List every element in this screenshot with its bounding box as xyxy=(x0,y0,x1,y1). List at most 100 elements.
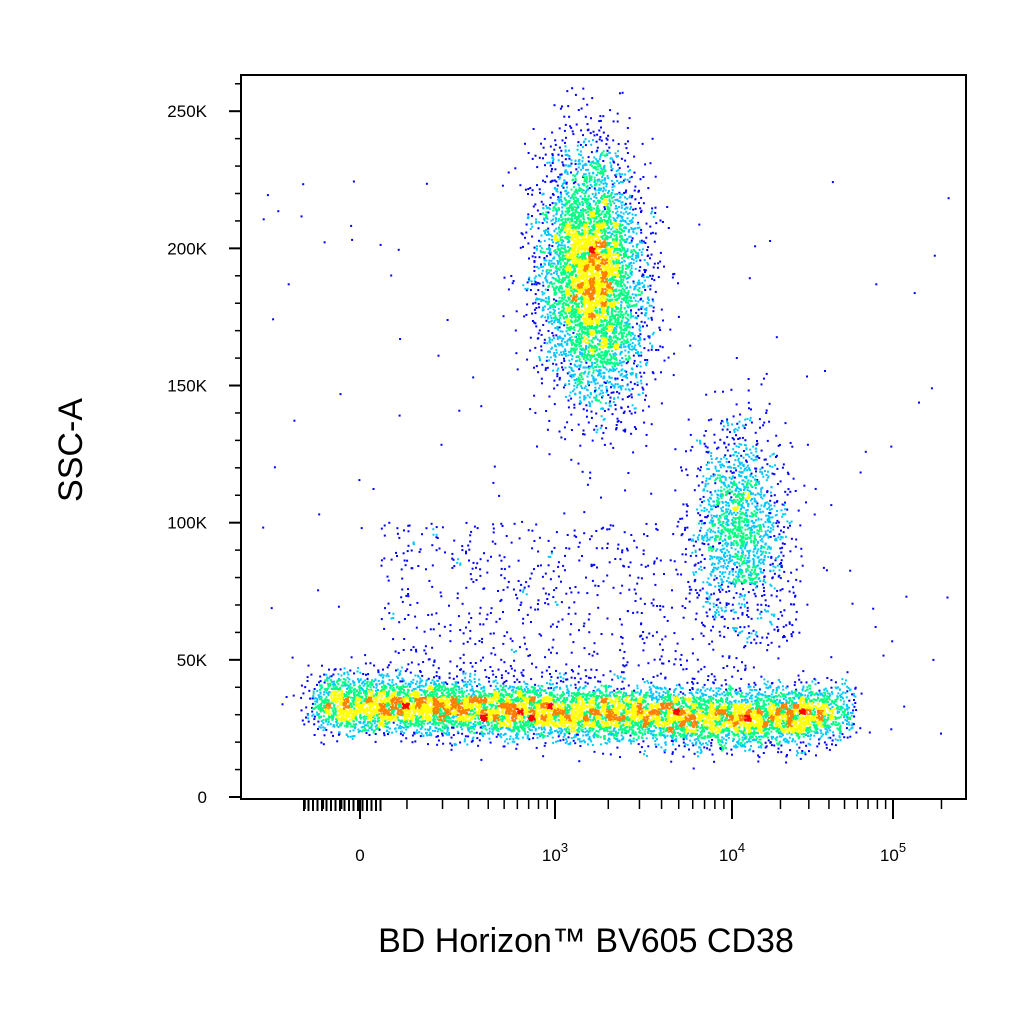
event-dot xyxy=(585,361,588,364)
event-dot xyxy=(560,214,562,217)
event-dot xyxy=(615,231,618,234)
event-dot xyxy=(626,250,629,252)
event-dot xyxy=(557,243,560,246)
event-dot xyxy=(603,216,606,219)
event-dot xyxy=(627,306,630,309)
event-dot xyxy=(568,366,571,369)
event-dot xyxy=(553,148,556,151)
event-dot xyxy=(581,269,584,272)
event-dot xyxy=(552,312,554,315)
event-dot xyxy=(605,251,608,254)
event-dot xyxy=(566,304,569,306)
event-dot xyxy=(585,290,588,293)
event-dot xyxy=(626,197,629,200)
event-dot xyxy=(578,345,581,348)
event-dot xyxy=(630,273,633,276)
event-dot xyxy=(653,279,656,282)
event-dot xyxy=(652,331,655,334)
event-dot xyxy=(569,273,572,276)
event-dot xyxy=(616,323,619,326)
event-dot xyxy=(598,224,600,227)
event-dot xyxy=(598,222,601,224)
event-dot xyxy=(592,272,595,275)
event-dot xyxy=(621,91,624,94)
event-dot xyxy=(599,255,602,258)
event-dot xyxy=(589,275,592,278)
event-dot xyxy=(587,160,590,163)
event-dot xyxy=(574,324,577,327)
event-dot xyxy=(546,248,548,250)
event-dot xyxy=(568,199,571,202)
event-dot xyxy=(590,197,593,200)
event-dot xyxy=(637,279,640,282)
event-dot xyxy=(541,193,544,196)
event-dot xyxy=(534,312,537,315)
event-dot xyxy=(584,337,587,340)
event-dot xyxy=(567,292,569,295)
event-dot xyxy=(584,313,587,315)
event-dot xyxy=(581,282,584,284)
event-dot xyxy=(633,359,636,362)
event-dot xyxy=(583,173,586,176)
event-dot xyxy=(557,337,560,339)
event-dot xyxy=(608,260,611,263)
event-dot xyxy=(582,238,585,241)
event-dot xyxy=(603,356,606,359)
event-dot xyxy=(609,346,612,348)
event-dot xyxy=(554,202,557,205)
event-dot xyxy=(643,268,646,271)
event-dot xyxy=(565,250,568,253)
event-dot xyxy=(610,247,613,250)
event-dot xyxy=(635,349,638,351)
event-dot xyxy=(606,302,609,305)
event-dot xyxy=(575,274,577,277)
event-dot xyxy=(581,146,584,148)
event-dot xyxy=(570,188,573,191)
event-dot xyxy=(586,103,589,106)
event-dot xyxy=(627,165,630,168)
event-dot xyxy=(616,266,619,269)
event-dot xyxy=(599,298,602,301)
event-dot xyxy=(605,238,608,241)
event-dot xyxy=(549,253,552,256)
event-dot xyxy=(574,277,577,279)
event-dot xyxy=(563,293,566,296)
event-dot xyxy=(537,302,540,305)
event-dot xyxy=(567,279,570,282)
event-dot xyxy=(532,302,535,305)
event-dot xyxy=(601,286,604,289)
event-dot xyxy=(592,350,595,352)
event-dot xyxy=(535,245,538,248)
event-dot xyxy=(646,359,649,361)
event-dot xyxy=(608,402,611,404)
event-dot xyxy=(649,342,652,345)
event-dot xyxy=(584,232,587,235)
event-dot xyxy=(582,276,585,279)
event-dot xyxy=(644,398,646,401)
event-dot xyxy=(603,410,606,412)
event-dot xyxy=(559,236,562,239)
event-dot xyxy=(578,258,581,261)
event-dot xyxy=(643,347,646,350)
event-dot xyxy=(545,275,547,278)
event-dot xyxy=(561,294,564,297)
event-dot xyxy=(577,355,580,358)
event-dot xyxy=(566,258,569,261)
event-dot xyxy=(598,331,601,334)
event-dot xyxy=(630,373,633,376)
event-dot xyxy=(646,297,649,300)
event-dot xyxy=(576,192,579,195)
event-dot xyxy=(599,260,601,263)
event-dot xyxy=(610,194,613,197)
event-dot xyxy=(602,224,605,227)
event-dot xyxy=(567,164,570,167)
event-dot xyxy=(572,246,575,249)
event-dot xyxy=(619,353,622,356)
event-dot xyxy=(650,304,653,307)
event-dot xyxy=(567,276,570,279)
event-dot xyxy=(611,226,614,229)
event-dot xyxy=(585,224,588,227)
event-dot xyxy=(564,145,567,148)
event-dot xyxy=(588,344,591,347)
event-dot xyxy=(576,219,578,222)
